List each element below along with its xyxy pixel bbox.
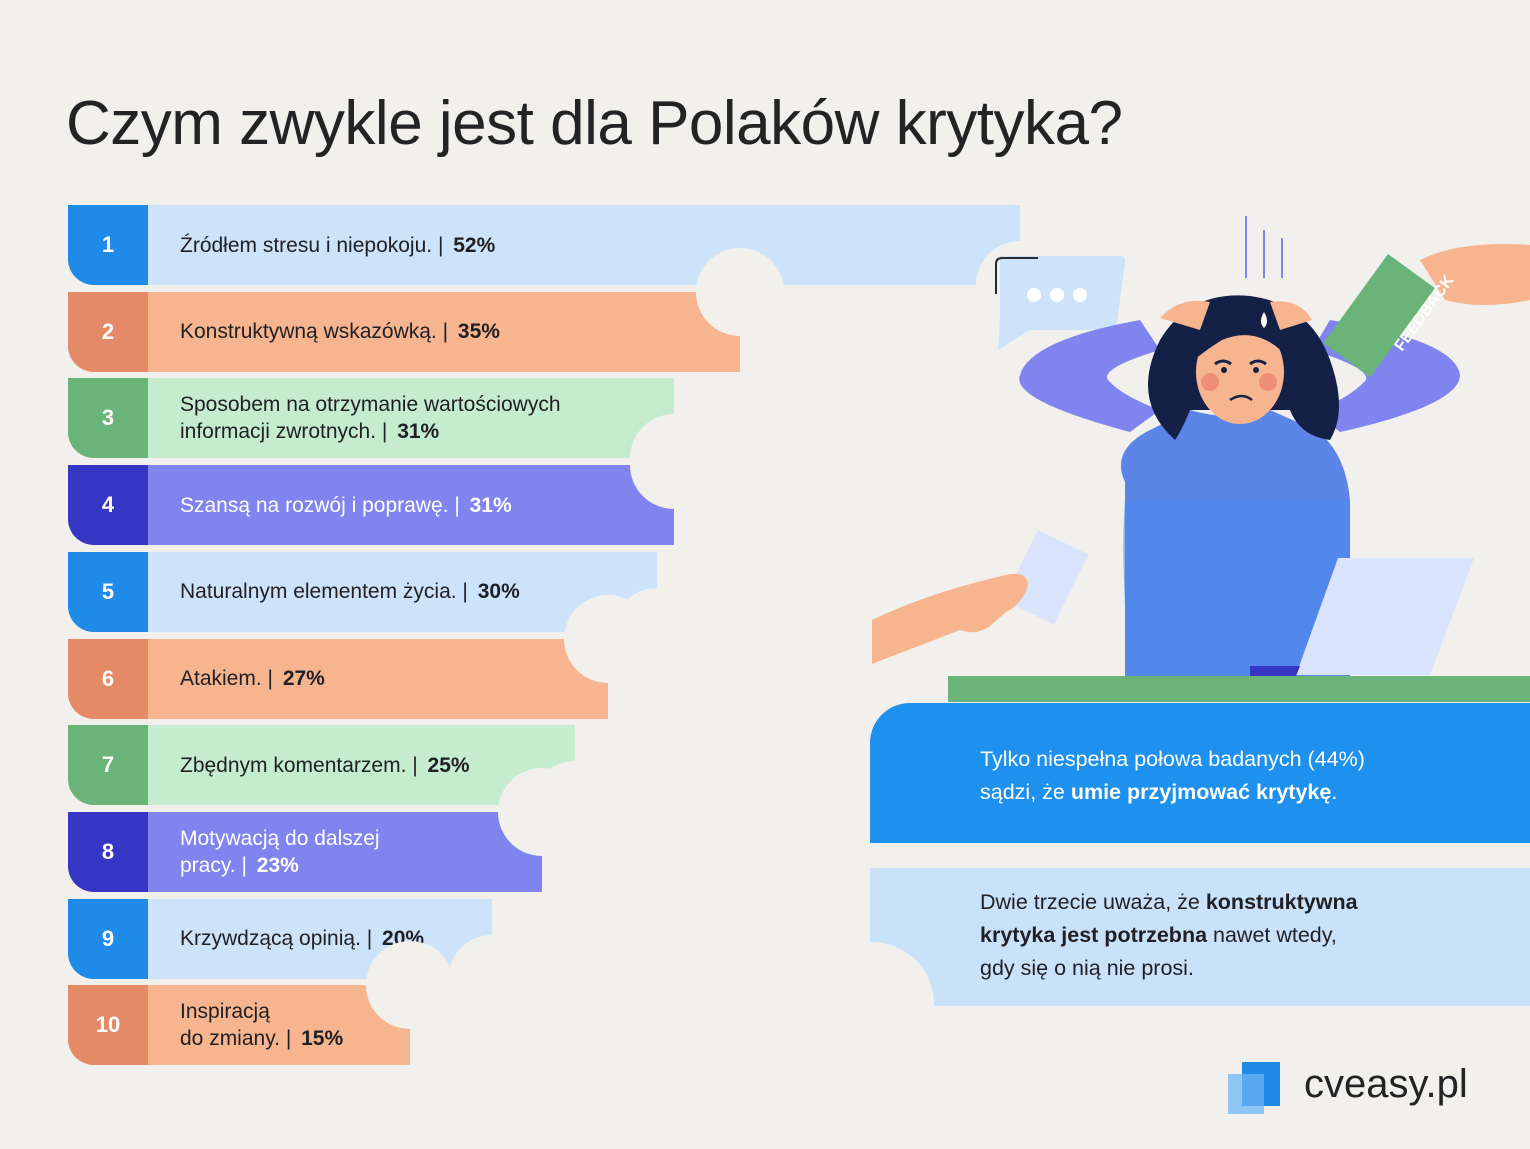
info-panel-1: Tylko niespełna połowa badanych (44%) są… <box>870 703 1530 843</box>
rank-badge: 5 <box>68 551 148 632</box>
bar: Sposobem na otrzymanie wartościowych info… <box>148 378 718 503</box>
bar-value-label: 52% <box>453 233 496 257</box>
stress-lines-icon <box>1245 216 1283 278</box>
info-panel-2-text: Dwie trzecie uważa, że konstruktywna kry… <box>980 890 1358 980</box>
rank-badge: 2 <box>68 291 148 372</box>
bar-value-label: 35% <box>457 320 500 344</box>
bar-label: Naturalnym elementem życia. | 30% <box>180 580 520 604</box>
illustration: FEEDBACK <box>872 216 1530 702</box>
bar: Konstruktywną wskazówką. | 35% <box>148 247 784 372</box>
page-title: Czym zwykle jest dla Polaków krytyka? <box>66 89 1123 158</box>
paper-note <box>872 530 1089 664</box>
bar-label: Motywacją do dalszej pracy. | 23% <box>180 826 380 877</box>
bar-value-label: 31% <box>469 493 512 517</box>
info-panel-2: Dwie trzecie uważa, że konstruktywna kry… <box>810 868 1530 1066</box>
bar-chart: 1 Źródłem stresu i niepokoju. | 52% 2 Konst… <box>68 205 1020 1066</box>
bar-label: Źródłem stresu i niepokoju. | 52% <box>180 233 496 257</box>
bar-label: Inspiracją do zmiany. | 15% <box>180 1000 344 1051</box>
bar: Inspiracją do zmiany. | 15% <box>148 941 454 1066</box>
rank-badge: 6 <box>68 638 148 719</box>
bar-value-label: 30% <box>477 580 520 604</box>
info-panel-1-text: Tylko niespełna połowa badanych (44%) są… <box>980 747 1365 804</box>
rank-badge: 1 <box>68 205 148 285</box>
speech-bubble-icon <box>995 256 1126 350</box>
rank-badge: 9 <box>68 898 148 979</box>
bar-label: Sposobem na otrzymanie wartościowych info… <box>180 393 561 444</box>
rank-badge: 8 <box>68 811 148 892</box>
bar-value-label: 25% <box>427 753 470 777</box>
bar-label: Atakiem. | 27% <box>180 667 325 690</box>
bar-label: Szansą na rozwój i poprawę. | 31% <box>180 493 512 517</box>
bar-value-label: 23% <box>256 853 299 877</box>
bar: Motywacją do dalszej pracy. | 23% <box>148 767 586 892</box>
desk <box>948 676 1530 702</box>
logo: cveasy.pl <box>1226 1060 1526 1120</box>
bar-value-label: 15% <box>301 1027 344 1051</box>
rank-badge: 3 <box>68 378 148 459</box>
rank-badge: 7 <box>68 725 148 806</box>
bar-value-label: 27% <box>282 667 325 690</box>
rank-badge: 4 <box>68 465 148 546</box>
rank-badge: 10 <box>68 985 148 1066</box>
bar: Atakiem. | 27% <box>148 594 652 719</box>
person-figure <box>1019 295 1460 680</box>
laptop <box>1296 558 1474 675</box>
logo-text: cveasy.pl <box>1304 1062 1468 1106</box>
bar-value-label: 31% <box>397 420 440 444</box>
bar-label: Zbędnym komentarzem. | 25% <box>180 753 470 777</box>
logo-icon <box>1228 1062 1280 1114</box>
bar-label: Konstruktywną wskazówką. | 35% <box>180 320 500 344</box>
bar: Szansą na rozwój i poprawę. | 31% <box>148 421 718 546</box>
